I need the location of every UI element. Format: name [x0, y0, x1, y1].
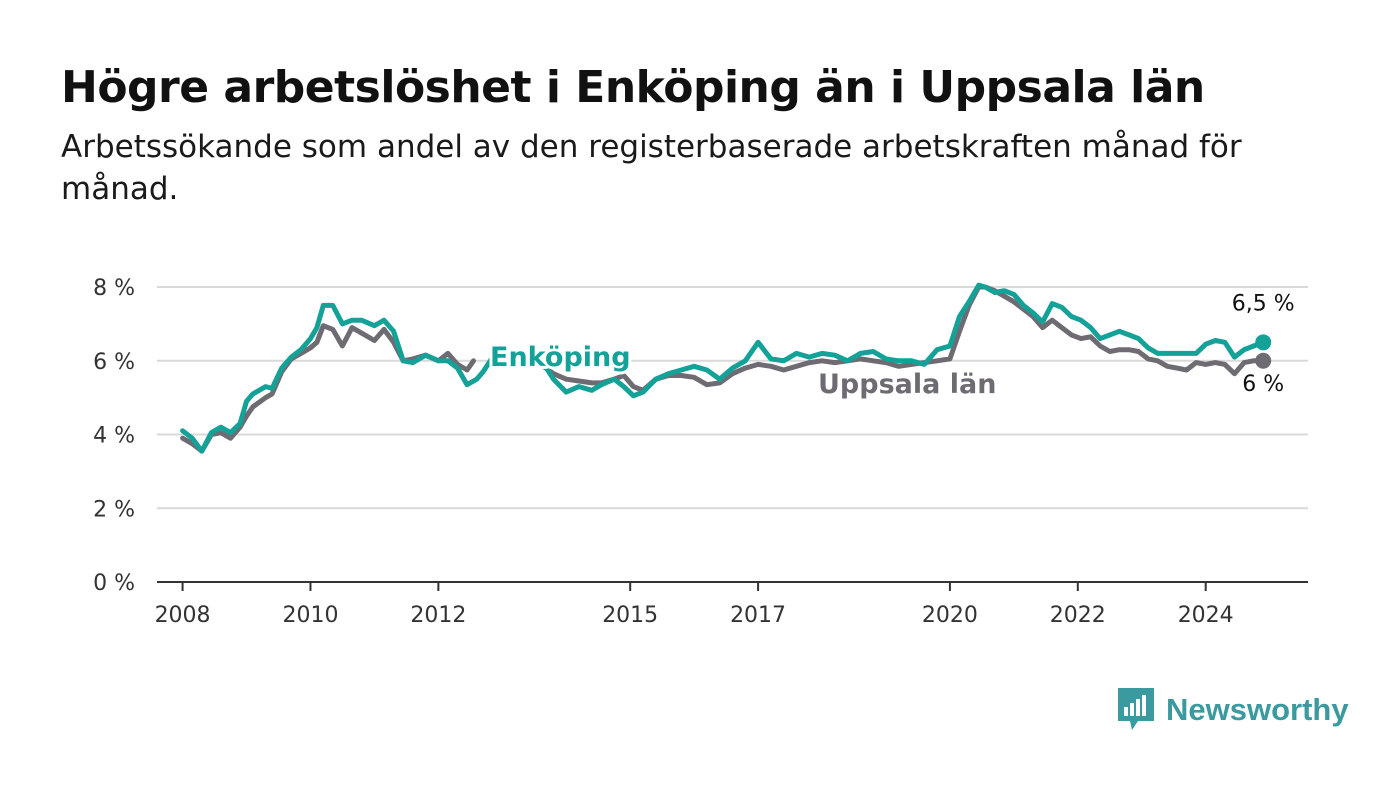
x-tick-label: 2020: [922, 603, 978, 628]
series-line: [180, 284, 1266, 454]
x-tick-label: 2008: [155, 603, 211, 628]
series-end-point: [1255, 352, 1272, 369]
y-tick-label: 2 %: [93, 497, 135, 522]
x-tick-label: 2015: [602, 603, 658, 628]
series-label: Uppsala län: [818, 369, 996, 400]
x-tick-label: 2010: [282, 603, 338, 628]
series-end-label: 6,5 %: [1232, 291, 1295, 316]
series-label: Enköping: [490, 342, 631, 373]
x-tick-label: 2017: [730, 603, 786, 628]
series-end-label: 6 %: [1242, 372, 1284, 397]
series-line: [180, 282, 1266, 454]
newsworthy-logo-icon: [1118, 688, 1154, 730]
chart-subtitle: Arbetssökande som andel av den registerb…: [61, 129, 1242, 207]
y-tick-label: 4 %: [93, 424, 135, 449]
y-tick-label: 8 %: [93, 276, 135, 301]
x-tick-label: 2024: [1178, 603, 1234, 628]
y-tick-label: 6 %: [93, 350, 135, 375]
brand-logo: Newsworthy: [1118, 688, 1349, 732]
y-tick-label: 0 %: [93, 571, 135, 596]
chart-title: Högre arbetslöshet i Enköping än i Uppsa…: [61, 62, 1205, 113]
x-tick-label: 2012: [410, 603, 466, 628]
series-end-point: [1255, 334, 1272, 351]
brand-name: Newsworthy: [1166, 692, 1349, 727]
x-tick-label: 2022: [1050, 603, 1106, 628]
